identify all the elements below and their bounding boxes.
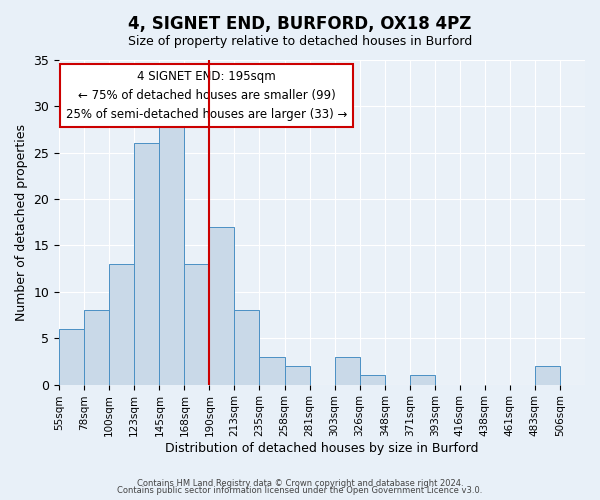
Bar — [535, 366, 560, 384]
Bar — [184, 264, 209, 384]
Text: Contains HM Land Registry data © Crown copyright and database right 2024.: Contains HM Land Registry data © Crown c… — [137, 478, 463, 488]
Bar — [84, 310, 109, 384]
Bar — [209, 227, 235, 384]
Bar — [109, 264, 134, 384]
Bar — [359, 376, 385, 384]
Text: 4, SIGNET END, BURFORD, OX18 4PZ: 4, SIGNET END, BURFORD, OX18 4PZ — [128, 15, 472, 33]
Text: Contains public sector information licensed under the Open Government Licence v3: Contains public sector information licen… — [118, 486, 482, 495]
Bar — [59, 329, 84, 384]
Text: Size of property relative to detached houses in Burford: Size of property relative to detached ho… — [128, 35, 472, 48]
X-axis label: Distribution of detached houses by size in Burford: Distribution of detached houses by size … — [166, 442, 479, 455]
Bar — [134, 144, 160, 384]
Bar — [235, 310, 259, 384]
Y-axis label: Number of detached properties: Number of detached properties — [15, 124, 28, 321]
Bar — [160, 116, 184, 384]
Bar — [284, 366, 310, 384]
Bar — [410, 376, 435, 384]
Text: 4 SIGNET END: 195sqm
← 75% of detached houses are smaller (99)
25% of semi-detac: 4 SIGNET END: 195sqm ← 75% of detached h… — [66, 70, 347, 120]
Bar — [259, 357, 284, 384]
Bar — [335, 357, 359, 384]
